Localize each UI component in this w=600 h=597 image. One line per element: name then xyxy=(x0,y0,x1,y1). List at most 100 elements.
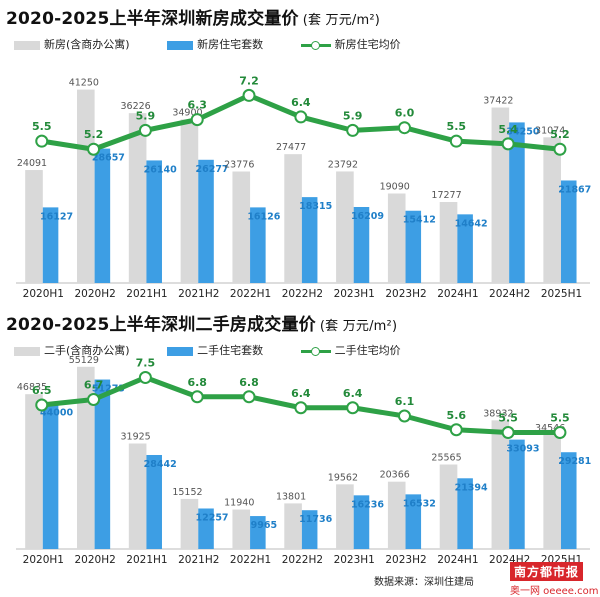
data-source: 数据来源：深圳住建局 xyxy=(374,577,474,588)
bar-residential-label: 16236 xyxy=(351,499,384,510)
price-point xyxy=(242,390,256,404)
new-homes-chart: 2020-2025上半年深圳新房成交量价 (套 万元/m²) 新房(含商办公寓) … xyxy=(6,9,591,300)
price-label: 5.4 xyxy=(498,123,518,136)
price-point xyxy=(346,401,360,415)
bar-total-label: 37422 xyxy=(483,96,513,107)
x-tick-label: 2024H2 xyxy=(489,288,530,300)
bar-total-label: 38932 xyxy=(483,408,513,419)
legend-swatch-grey xyxy=(14,346,40,356)
price-label: 6.4 xyxy=(291,96,311,109)
bar-total-label: 19562 xyxy=(328,472,358,483)
bar-residential-label: 14642 xyxy=(455,218,488,229)
bar-residential xyxy=(509,439,525,549)
chart2-unit: (套 万元/m²) xyxy=(319,319,398,334)
price-label: 6.0 xyxy=(395,107,415,120)
x-tick-label: 2024H1 xyxy=(437,554,478,566)
bar-total xyxy=(25,170,43,283)
bar-total-label: 27477 xyxy=(276,142,306,153)
bar-total xyxy=(336,171,354,283)
chart1-unit: (套 万元/m²) xyxy=(302,13,381,28)
bar-total-label: 31925 xyxy=(121,431,151,442)
bar-residential xyxy=(250,516,266,549)
bar-total xyxy=(543,137,561,283)
bar-residential xyxy=(509,122,525,284)
chart1-plot: 24091 16127 2020H1 41250 28657 2020H2 36226 261… xyxy=(16,74,591,300)
bar-residential-label: 16127 xyxy=(40,211,73,222)
bar-residential-label: 26277 xyxy=(195,164,228,175)
legend-swatch-blue xyxy=(167,40,194,50)
bar-total-label: 15152 xyxy=(172,487,202,498)
bar-total-label: 19090 xyxy=(380,181,410,192)
bar-total-label: 36226 xyxy=(121,101,151,112)
bar-residential xyxy=(146,160,162,283)
price-label: 6.4 xyxy=(291,387,311,400)
bar-total xyxy=(336,484,354,549)
price-point xyxy=(294,110,308,124)
price-label: 6.8 xyxy=(239,376,259,389)
bar-total xyxy=(491,107,510,283)
x-tick-label: 2020H2 xyxy=(74,554,115,566)
bar-total xyxy=(77,89,95,283)
legend-residential-new: 新房住宅套数 xyxy=(167,36,263,52)
chart2-title: 2020-2025上半年深圳二手房成交量价 (套 万元/m²) xyxy=(6,315,398,335)
bar-residential xyxy=(353,495,370,549)
price-label: 5.9 xyxy=(136,109,156,122)
x-tick-label: 2024H1 xyxy=(437,288,478,300)
bar-residential-label: 11736 xyxy=(299,514,332,525)
bar-residential-label: 26140 xyxy=(144,164,177,175)
legend-price-new: 新房住宅均价 xyxy=(300,36,401,52)
bar-residential xyxy=(301,510,318,549)
price-label: 6.1 xyxy=(395,395,415,408)
price-point xyxy=(449,134,463,148)
price-label: 7.5 xyxy=(136,357,156,370)
bar-residential-label: 34250 xyxy=(506,126,539,137)
price-point xyxy=(35,134,49,148)
price-point xyxy=(501,426,515,439)
price-label: 6.5 xyxy=(32,384,52,397)
bar-residential xyxy=(198,159,214,283)
bar-total-label: 13801 xyxy=(276,491,306,502)
x-tick-label: 2021H2 xyxy=(178,554,219,566)
price-point xyxy=(138,123,152,137)
x-tick-label: 2023H1 xyxy=(334,288,375,300)
chart2-plot: 46835 44000 2020H1 55129 51273 2020H2 31925 284… xyxy=(16,355,591,566)
x-tick-label: 2021H2 xyxy=(178,288,219,300)
bar-residential xyxy=(250,207,266,283)
price-point xyxy=(190,390,204,404)
x-tick-label: 2023H2 xyxy=(385,554,426,566)
price-point xyxy=(294,401,308,415)
price-point xyxy=(553,426,567,439)
price-point xyxy=(449,423,463,437)
brand-sub: 奥一网 oeeee.com xyxy=(510,586,599,597)
x-tick-label: 2020H1 xyxy=(23,288,64,300)
price-point xyxy=(138,371,152,384)
bar-total xyxy=(387,193,406,283)
bar-total-label: 34546 xyxy=(535,423,565,434)
price-point xyxy=(397,409,411,423)
chart1-title: 2020-2025上半年深圳新房成交量价 (套 万元/m²) xyxy=(6,9,381,29)
price-label: 5.5 xyxy=(550,412,570,425)
x-tick-label: 2021H1 xyxy=(126,554,167,566)
price-label: 5.5 xyxy=(32,120,52,133)
price-label: 5.6 xyxy=(447,409,467,422)
price-point xyxy=(553,142,567,156)
bar-residential xyxy=(198,508,214,549)
price-point xyxy=(190,113,204,127)
bar-total-label: 11940 xyxy=(224,498,254,509)
price-point xyxy=(242,88,256,102)
bar-total xyxy=(284,503,302,549)
bar-total xyxy=(25,394,43,549)
resale-homes-chart: 2020-2025上半年深圳二手房成交量价 (套 万元/m²) 二手(含商办公寓)… xyxy=(0,306,600,597)
legend-total-resale: 二手(含商办公寓) xyxy=(14,342,130,358)
bar-residential xyxy=(301,197,318,283)
legend-swatch-grey xyxy=(14,40,40,50)
price-point xyxy=(87,393,101,406)
price-label: 5.9 xyxy=(343,109,363,122)
bar-residential-label: 9965 xyxy=(251,520,277,531)
bar-total xyxy=(543,434,561,549)
bar-total-label: 23792 xyxy=(328,159,358,170)
bar-total xyxy=(232,171,251,283)
price-point xyxy=(35,398,49,412)
bar-residential-label: 44000 xyxy=(40,408,73,419)
bar-total xyxy=(491,420,510,549)
